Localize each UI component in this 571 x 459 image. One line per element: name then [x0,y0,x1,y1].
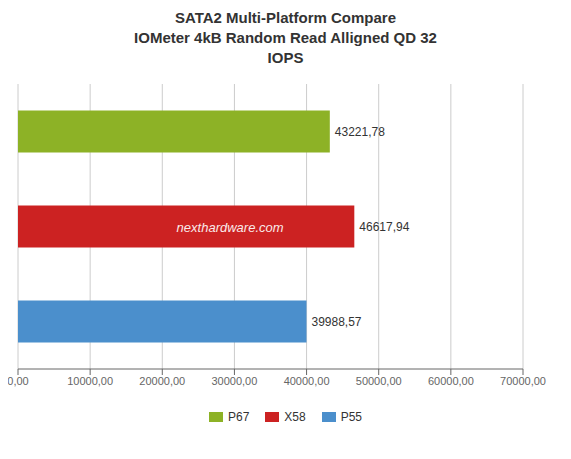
html-text:nexthardware.com: nexthardware.com [176,219,284,234]
svg-text:70000,00: 70000,00 [500,375,546,387]
html-text:P55: P55 [340,410,362,424]
svg-text:43221,78: 43221,78 [335,125,385,139]
svg-text:39988,57: 39988,57 [311,315,361,329]
svg-text:60000,00: 60000,00 [428,375,474,387]
html-text:SATA2 Multi-Platform Compare I: SATA2 Multi-Platform Compare IOMeter 4kB… [134,9,437,66]
svg-text:10000,00: 10000,00 [67,375,113,387]
svg-text:50000,00: 50000,00 [356,375,402,387]
svg-text:40000,00: 40000,00 [284,375,330,387]
svg-text:46617,94: 46617,94 [359,220,409,234]
svg-text:30000,00: 30000,00 [211,375,257,387]
html-text:P67: P67 [228,410,250,424]
svg-text:20000,00: 20000,00 [139,375,185,387]
svg-text:0,00: 0,00 [8,375,29,387]
html-text:X58: X58 [284,410,306,424]
